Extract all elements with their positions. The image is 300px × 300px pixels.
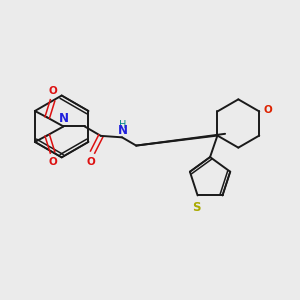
- Text: O: O: [87, 157, 95, 167]
- Text: O: O: [264, 105, 273, 115]
- Text: O: O: [48, 157, 57, 167]
- Text: H: H: [119, 120, 126, 130]
- Text: S: S: [192, 201, 200, 214]
- Text: O: O: [48, 86, 57, 96]
- Text: N: N: [118, 124, 128, 137]
- Text: N: N: [58, 112, 68, 125]
